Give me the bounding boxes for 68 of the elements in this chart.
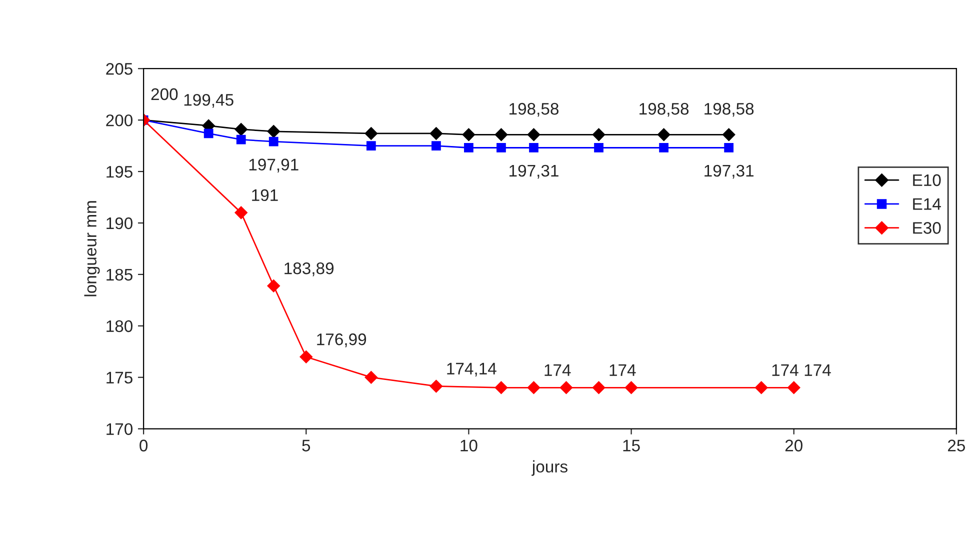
point: [624, 381, 638, 394]
y-tick-label: 170: [106, 423, 132, 436]
data-label: 191: [252, 189, 278, 202]
legend-label: E14: [913, 198, 941, 210]
data-label: 198,58: [640, 102, 689, 117]
data-label: 198,58: [510, 102, 558, 117]
point: [494, 128, 508, 142]
y-tick-label: 175: [106, 372, 132, 384]
data-label: 197,91: [249, 158, 298, 172]
data-label: 174: [544, 364, 571, 376]
point: [267, 279, 280, 292]
data-label: 198,58: [704, 102, 754, 117]
point: [462, 128, 476, 142]
point: [496, 143, 506, 152]
point: [494, 381, 508, 394]
point: [364, 127, 378, 140]
data-label: 199,45: [184, 94, 234, 108]
point: [268, 136, 278, 146]
point: [234, 206, 248, 220]
x-axis-title: jours: [532, 460, 568, 476]
x-tick-label: 25: [948, 440, 965, 452]
y-tick-label: 190: [106, 217, 132, 230]
data-label: 174: [610, 364, 636, 376]
point: [722, 128, 736, 142]
point: [432, 141, 441, 150]
point: [560, 381, 573, 394]
data-label: 197,31: [704, 164, 754, 179]
x-tick-label: 0: [140, 440, 148, 452]
y-tick-label: 200: [106, 114, 132, 126]
data-label: 174: [772, 364, 798, 376]
y-tick-label: 185: [106, 268, 132, 281]
point: [366, 141, 376, 150]
point: [527, 381, 540, 394]
x-tick-label: 5: [302, 440, 310, 452]
point: [754, 381, 768, 394]
point: [430, 127, 443, 140]
data-label: 176,99: [317, 333, 366, 348]
data-label: 174,14: [447, 362, 496, 377]
point: [234, 122, 248, 136]
y-axis-title: longueur mm: [84, 201, 100, 296]
data-label: 197,31: [510, 164, 558, 179]
point: [236, 134, 246, 144]
legend-label: E10: [913, 174, 941, 186]
point: [659, 143, 668, 152]
point: [267, 124, 280, 138]
y-tick-label: 180: [106, 320, 132, 332]
point: [300, 350, 313, 364]
data-label: 174: [804, 364, 831, 376]
point: [657, 128, 670, 142]
point: [592, 128, 606, 142]
point: [592, 381, 606, 394]
x-tick-label: 10: [460, 440, 478, 452]
point: [787, 381, 800, 394]
x-tick-label: 20: [785, 440, 802, 452]
x-tick-label: 15: [623, 440, 640, 452]
point: [204, 128, 214, 138]
point: [594, 143, 604, 152]
point: [430, 380, 443, 393]
y-tick-label: 205: [106, 63, 132, 75]
point: [724, 143, 734, 152]
point: [464, 143, 474, 152]
point: [529, 143, 538, 152]
point: [364, 370, 378, 384]
point: [527, 128, 540, 142]
legend-label: E30: [913, 222, 941, 234]
data-label: 200: [151, 88, 178, 100]
data-label: 183,89: [284, 262, 334, 276]
y-tick-label: 195: [106, 166, 132, 178]
